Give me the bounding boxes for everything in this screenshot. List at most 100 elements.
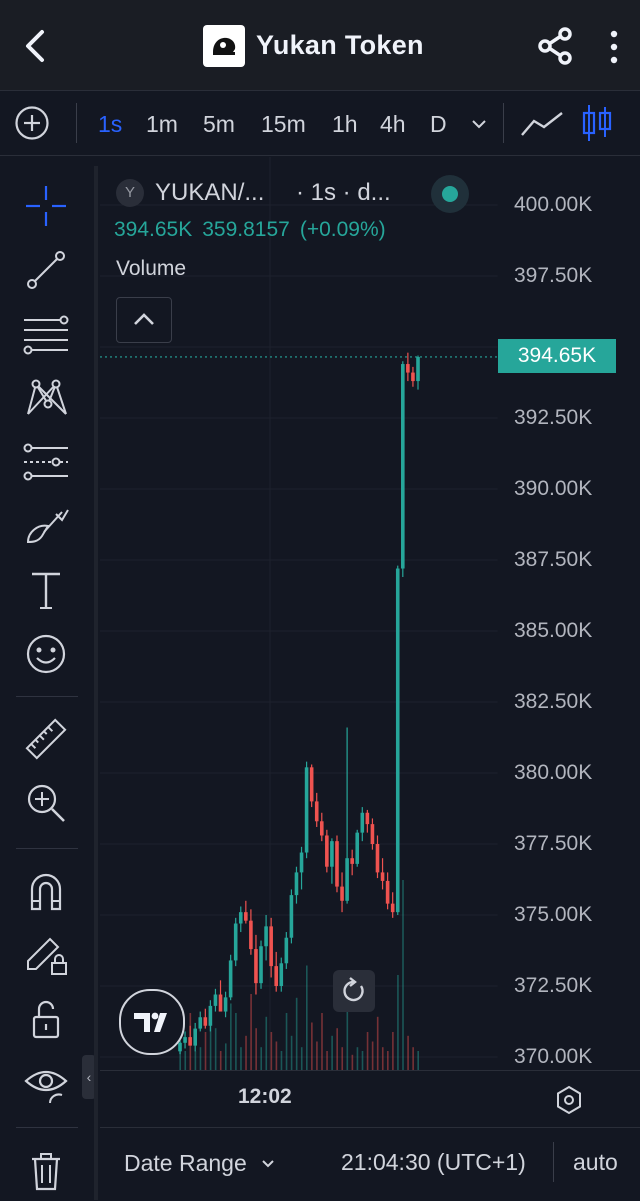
collapse-legend-button[interactable] <box>116 297 172 343</box>
bottom-bar: Date Range 21:04:30 (UTC+1) auto <box>100 1127 640 1201</box>
volume-bar <box>371 1041 374 1070</box>
candle-body <box>218 994 223 1012</box>
prediction-icon[interactable] <box>22 438 70 486</box>
volume-bar <box>376 1016 379 1070</box>
candle-body <box>401 364 405 569</box>
price-axis-label: 400.00K <box>514 193 593 216</box>
volume-bar <box>265 1016 268 1070</box>
pattern-icon[interactable] <box>22 374 70 422</box>
date-range-button[interactable]: Date Range <box>124 1150 247 1176</box>
timeframe-1m[interactable]: 1m <box>146 111 178 137</box>
price-axis-label: 375.00K <box>514 903 593 926</box>
symbol-avatar: Y <box>116 179 144 207</box>
volume-bar <box>321 1013 323 1070</box>
timeframe-toolbar: 1s 1m 5m 15m 1h 4h D <box>0 91 640 156</box>
price-axis-label: 372.50K <box>514 974 593 997</box>
crosshair-icon[interactable] <box>22 182 70 230</box>
volume-indicator-label[interactable]: Volume <box>116 257 187 280</box>
volume-bar <box>295 997 298 1070</box>
timeframe-d[interactable]: D <box>430 111 447 137</box>
panel-divider <box>94 166 98 1200</box>
reset-chart-button[interactable] <box>333 970 375 1012</box>
market-status-indicator[interactable] <box>431 175 469 213</box>
candle-body <box>208 1005 213 1026</box>
volume-bar <box>214 1028 217 1070</box>
timeframe-4h[interactable]: 4h <box>380 111 406 137</box>
collapse-toolbar-button[interactable]: ‹ <box>82 1055 96 1099</box>
price-axis-label: 397.50K <box>514 264 593 287</box>
toolbar-divider <box>76 103 77 143</box>
candle-body <box>304 767 309 853</box>
volume-bar <box>280 1051 283 1070</box>
more-options-icon[interactable] <box>604 28 624 66</box>
symbol-name[interactable]: YUKAN/... <box>155 179 265 206</box>
eye-icon[interactable] <box>22 1059 70 1107</box>
back-arrow-icon[interactable] <box>18 26 54 66</box>
timeframe-1s[interactable]: 1s <box>98 111 123 137</box>
line-chart-icon[interactable] <box>520 109 564 139</box>
candle-body <box>294 872 299 896</box>
volume-bar <box>336 1028 338 1070</box>
ruler-icon[interactable] <box>22 715 70 763</box>
legend-price: 394.65K <box>114 218 193 241</box>
candle-body <box>193 1028 197 1046</box>
share-icon[interactable] <box>536 26 574 66</box>
volume-bar <box>417 1051 419 1070</box>
volume-bar <box>412 1047 414 1070</box>
candle-body <box>198 1017 203 1029</box>
candle-body <box>309 767 314 802</box>
timeframe-15m[interactable]: 15m <box>261 111 306 137</box>
unlock-icon[interactable] <box>22 995 70 1043</box>
volume-bar <box>240 1047 242 1070</box>
legend-change: (+0.09%) <box>299 218 386 241</box>
chevron-down-icon[interactable] <box>260 1156 276 1172</box>
add-indicator-icon[interactable] <box>14 105 50 141</box>
magnet-icon[interactable] <box>22 867 70 915</box>
volume-bar <box>255 1028 257 1070</box>
zoom-in-icon[interactable] <box>22 779 70 827</box>
volume-bar <box>270 1032 273 1070</box>
volume-bar <box>194 1051 197 1070</box>
price-axis-label: 377.50K <box>514 832 593 855</box>
volume-bar <box>204 1032 207 1070</box>
price-axis-label: 370.00K <box>514 1045 593 1068</box>
price-chart[interactable] <box>100 157 640 1070</box>
tradingview-logo[interactable] <box>119 989 185 1055</box>
candle-body <box>375 844 380 873</box>
timeframe-1h[interactable]: 1h <box>332 111 358 137</box>
candle-body <box>233 923 238 961</box>
candle-body <box>355 832 360 864</box>
volume-bar <box>224 1043 227 1070</box>
legend-value: 359.8157 <box>202 218 290 241</box>
volume-bar <box>305 965 308 1070</box>
candle-body <box>416 356 420 382</box>
candle-body <box>244 912 248 921</box>
candle-body <box>254 949 258 984</box>
candlestick-chart-icon[interactable] <box>580 103 614 143</box>
trash-icon[interactable] <box>22 1147 70 1195</box>
emoji-icon[interactable] <box>22 630 70 678</box>
current-price-tag: 394.65K <box>498 339 616 373</box>
brush-icon[interactable] <box>22 502 70 550</box>
lock-drawings-icon[interactable] <box>22 931 70 979</box>
chart-area[interactable] <box>100 157 640 1070</box>
trend-line-icon[interactable] <box>22 246 70 294</box>
timeframe-5m[interactable]: 5m <box>203 111 235 137</box>
candle-body <box>335 841 339 887</box>
symbol-interval[interactable]: · 1s · d... <box>296 179 391 206</box>
candle-body <box>406 364 410 373</box>
chart-settings-icon[interactable] <box>554 1085 584 1115</box>
candle-body <box>395 568 400 913</box>
text-tool-icon[interactable] <box>22 566 70 614</box>
price-axis-label: 390.00K <box>514 477 593 500</box>
volume-bar <box>209 1022 212 1070</box>
candle-body <box>370 824 375 844</box>
timezone-clock[interactable]: 21:04:30 (UTC+1) <box>341 1149 526 1175</box>
volume-bar <box>184 1051 187 1070</box>
time-axis-label: 12:02 <box>238 1085 292 1108</box>
auto-scale-button[interactable]: auto <box>573 1149 618 1175</box>
fib-retracement-icon[interactable] <box>22 310 70 358</box>
timeframe-chevron-down-icon[interactable] <box>470 115 488 133</box>
candle-body <box>269 926 273 967</box>
time-axis[interactable]: 12:02 <box>100 1070 640 1127</box>
